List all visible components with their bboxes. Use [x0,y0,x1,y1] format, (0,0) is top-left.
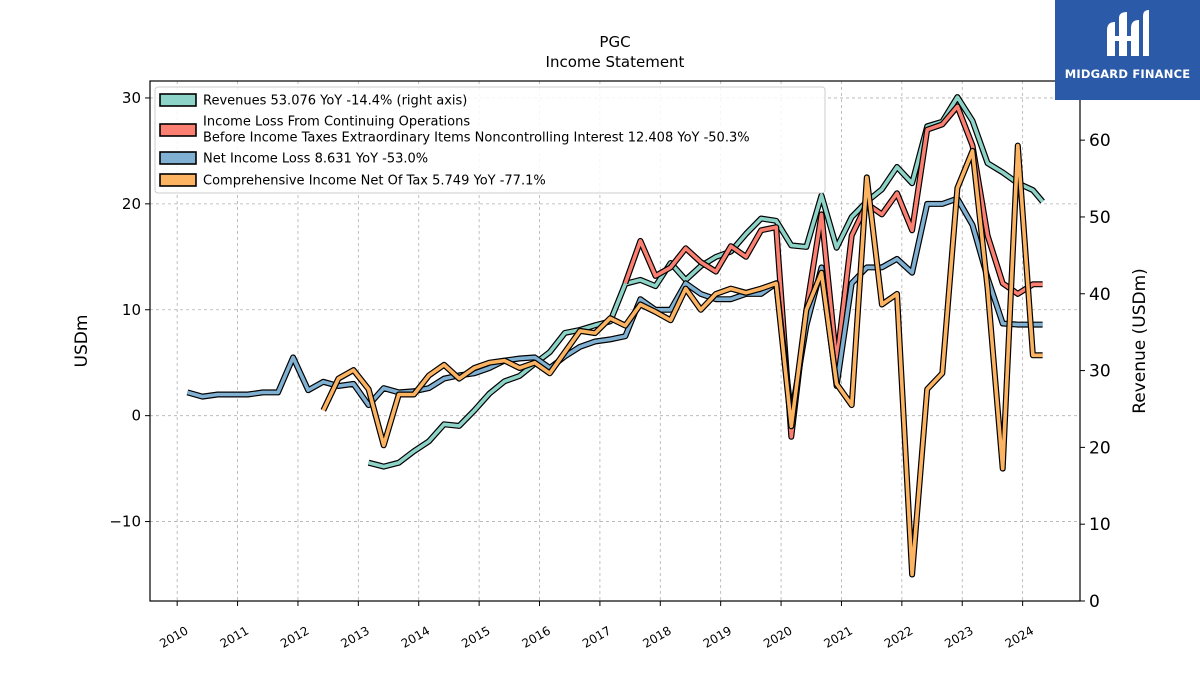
legend-swatch-net-income [159,151,197,165]
y-axis-right-label: Revenue (USDm) [1130,268,1150,414]
y-tick-label: 30 [122,89,141,107]
y-right-tick-label: 20 [1089,438,1111,458]
legend-label-net-income: Net Income Loss 8.631 YoY -53.0% [203,152,428,167]
plot-frame [149,80,1081,602]
legend-label-pretax-income-line2: Before Income Taxes Extraordinary Items … [203,131,750,146]
y-tick-label: −10 [109,513,141,531]
series-line-comprehensive-income [321,143,1043,577]
y-tick-label: 10 [122,301,141,319]
y-right-tick-label: 50 [1089,208,1111,228]
legend-item-pretax-income: Income Loss From Continuing Operations B… [159,115,750,146]
legend-label-pretax-income-line1: Income Loss From Continuing Operations [203,115,470,130]
legend-item-comprehensive-income: Comprehensive Income Net Of Tax 5.749 Yo… [159,173,546,189]
y-tick-label: 0 [131,407,141,425]
y-tick-label: 20 [122,195,141,213]
legend-swatch-revenues [159,93,197,107]
series-comprehensive-income [320,142,1043,578]
legend-swatch-pretax-income [159,123,197,137]
series-line-net-income [186,196,1043,418]
midgard-logo-icon [1107,10,1149,56]
y-right-tick-label: 60 [1089,131,1111,151]
y-right-tick-label: 30 [1089,362,1111,382]
logo: MIDGARD FINANCE [1055,0,1200,100]
y-axis-label: USDm [72,315,92,368]
y-right-tick-label: 10 [1089,515,1111,535]
legend-item-revenues: Revenues 53.076 YoY -14.4% (right axis) [159,93,467,109]
legend-item-net-income: Net Income Loss 8.631 YoY -53.0% [159,151,428,167]
logo-text: MIDGARD FINANCE [1064,67,1191,81]
y-right-tick-label: 40 [1089,285,1111,305]
chart-subtitle: Income Statement [546,53,685,71]
chart-title: PGC [599,33,630,51]
legend-frame [154,86,826,194]
y-right-tick-label: 0 [1089,592,1100,612]
legend: Revenues 53.076 YoY -14.4% (right axis) … [154,86,826,194]
series-layer [186,94,1045,578]
legend-label-revenues: Revenues 53.076 YoY -14.4% (right axis) [203,94,467,109]
series-net-income [186,195,1043,419]
legend-swatch-comprehensive-income [159,173,197,187]
legend-label-comprehensive-income: Comprehensive Income Net Of Tax 5.749 Yo… [203,174,546,189]
